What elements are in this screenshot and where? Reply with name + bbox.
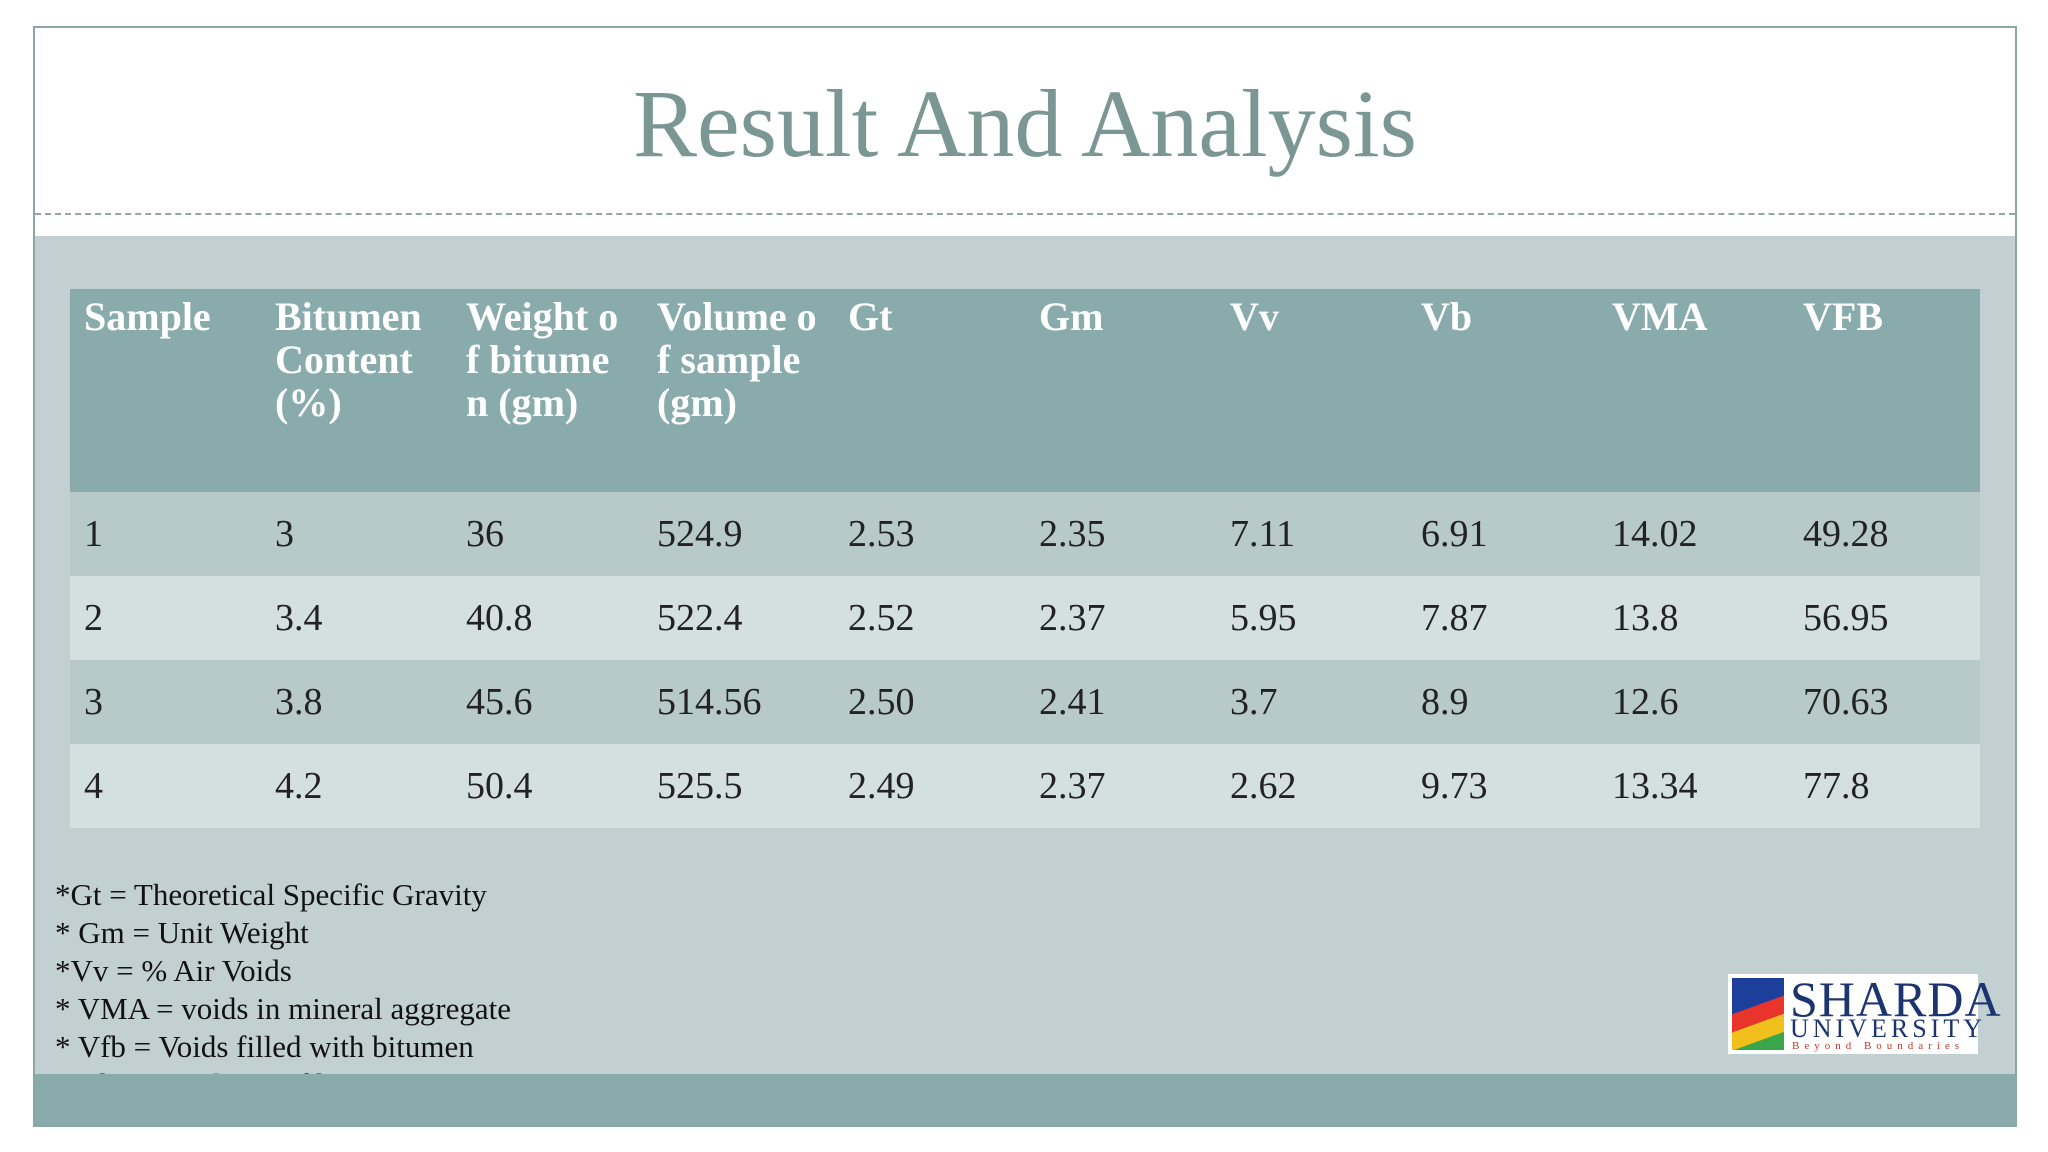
table-cell: 70.63 xyxy=(1789,660,1980,744)
table-cell: 2.37 xyxy=(1025,576,1216,660)
table-cell: 6.91 xyxy=(1407,492,1598,576)
header-cell: VMA xyxy=(1598,289,1789,492)
table-cell: 8.9 xyxy=(1407,660,1598,744)
table-cell: 2.41 xyxy=(1025,660,1216,744)
divider xyxy=(35,213,2015,215)
table-cell: 13.34 xyxy=(1598,744,1789,828)
header-cell: Weight of bitumen (gm) xyxy=(452,289,643,492)
table-cell: 45.6 xyxy=(452,660,643,744)
footnote: * Vfb = Voids filled with bitumen xyxy=(55,1029,474,1064)
header-cell: Vb xyxy=(1407,289,1598,492)
table-cell: 2.37 xyxy=(1025,744,1216,828)
table-cell: 2.52 xyxy=(834,576,1025,660)
header-cell: Gt xyxy=(834,289,1025,492)
header-row: Sample Bitumen Content (%) Weight of bitum… xyxy=(70,289,1980,492)
table-cell: 40.8 xyxy=(452,576,643,660)
logo-tagline: Beyond Boundaries xyxy=(1792,1040,1965,1052)
table-cell: 4.2 xyxy=(261,744,452,828)
table-cell: 36 xyxy=(452,492,643,576)
footnote: * Gm = Unit Weight xyxy=(55,915,309,950)
table-cell: 7.11 xyxy=(1216,492,1407,576)
table-cell: 525.5 xyxy=(643,744,834,828)
table-cell: 3 xyxy=(70,660,261,744)
header-cell: Vv xyxy=(1216,289,1407,492)
table-cell: 77.8 xyxy=(1789,744,1980,828)
table-row: 2 3.4 40.8 522.4 2.52 2.37 5.95 7.87 13.8 56.95 xyxy=(70,576,1980,660)
logo-name: SHARDA xyxy=(1790,971,2002,1027)
table-cell: 2.35 xyxy=(1025,492,1216,576)
footnotes: *Gt = Theoretical Specific Gravity * Gm =… xyxy=(55,876,511,1104)
table-cell: 2.50 xyxy=(834,660,1025,744)
table-cell: 56.95 xyxy=(1789,576,1980,660)
table-cell: 3.8 xyxy=(261,660,452,744)
table-row: 3 3.8 45.6 514.56 2.50 2.41 3.7 8.9 12.6 70.63 xyxy=(70,660,1980,744)
table-cell: 522.4 xyxy=(643,576,834,660)
table-cell: 1 xyxy=(70,492,261,576)
table-cell: 2.62 xyxy=(1216,744,1407,828)
table-cell: 12.6 xyxy=(1598,660,1789,744)
table-cell: 13.8 xyxy=(1598,576,1789,660)
results-table: Sample Bitumen Content (%) Weight of bitum… xyxy=(70,289,1980,828)
header-cell: Gm xyxy=(1025,289,1216,492)
footnote: *Gt = Theoretical Specific Gravity xyxy=(55,877,487,912)
table-cell: 9.73 xyxy=(1407,744,1598,828)
table-cell: 2 xyxy=(70,576,261,660)
logo: SHARDA UNIVERSITY Beyond Boundaries xyxy=(1728,971,2001,1054)
table-cell: 49.28 xyxy=(1789,492,1980,576)
table-cell: 3.7 xyxy=(1216,660,1407,744)
footnote: * VMA = voids in mineral aggregate xyxy=(55,991,511,1026)
table-cell: 2.49 xyxy=(834,744,1025,828)
table-row: 1 3 36 524.9 2.53 2.35 7.11 6.91 14.02 49.28 xyxy=(70,492,1980,576)
footer-band xyxy=(35,1074,2015,1125)
table-cell: 3 xyxy=(261,492,452,576)
table-cell: 524.9 xyxy=(643,492,834,576)
table-cell: 3.4 xyxy=(261,576,452,660)
logo-icon xyxy=(1732,978,1784,1050)
table-cell: 4 xyxy=(70,744,261,828)
table-cell: 5.95 xyxy=(1216,576,1407,660)
table-cell: 14.02 xyxy=(1598,492,1789,576)
header-cell: Bitumen Content (%) xyxy=(261,289,452,492)
header-cell: Volume of sample (gm) xyxy=(643,289,834,492)
logo-sub: UNIVERSITY xyxy=(1790,1014,1986,1043)
table-cell: 7.87 xyxy=(1407,576,1598,660)
slide-title: Result And Analysis xyxy=(632,70,1418,177)
content-area: Sample Bitumen Content (%) Weight of bitum… xyxy=(35,236,2015,1102)
table-cell: 50.4 xyxy=(452,744,643,828)
header-cell: VFB xyxy=(1789,289,1980,492)
table-cell: 514.56 xyxy=(643,660,834,744)
header-cell: Sample xyxy=(70,289,261,492)
table-row: 4 4.2 50.4 525.5 2.49 2.37 2.62 9.73 13.34 77.8 xyxy=(70,744,1980,828)
footnote: *Vv = % Air Voids xyxy=(55,953,292,988)
table-cell: 2.53 xyxy=(834,492,1025,576)
slide: Result And Analysis Sample Bitumen Conten… xyxy=(33,26,2017,1127)
